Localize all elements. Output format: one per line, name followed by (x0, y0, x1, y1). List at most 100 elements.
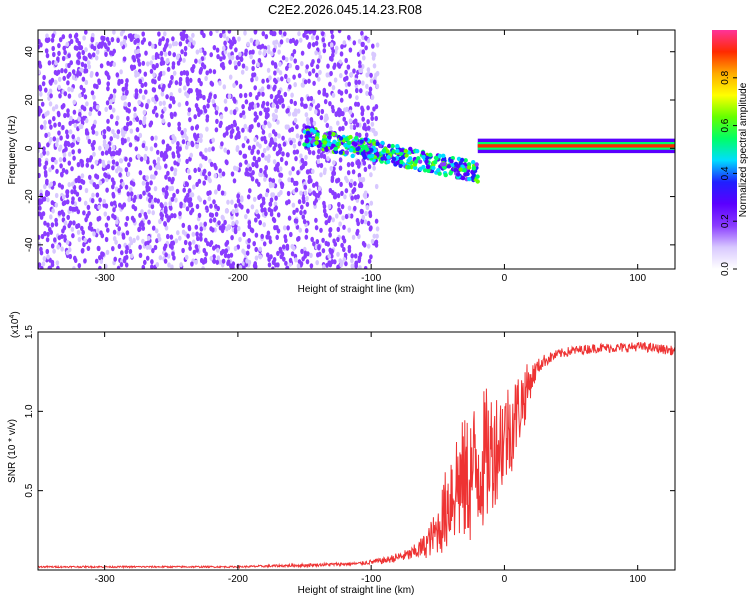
heatmap-cell (318, 190, 322, 196)
heatmap-cell (436, 168, 441, 173)
heatmap-cell (299, 261, 304, 267)
heatmap-cell (187, 111, 191, 117)
heatmap-cell (115, 134, 120, 140)
heatmap-cell (364, 35, 368, 41)
heatmap-cell (271, 266, 275, 269)
heatmap-cell (370, 115, 375, 121)
heatmap-cell (309, 252, 313, 258)
heatmap-cell (299, 210, 303, 216)
heatmap-cell (279, 172, 284, 178)
heatmap-cell (57, 146, 62, 152)
heatmap-cell (471, 160, 476, 165)
heatmap-cell (46, 150, 50, 156)
heatmap-cell (77, 148, 82, 154)
heatmap-cell (357, 255, 362, 261)
heatmap-cell (202, 171, 206, 177)
heatmap-cell (360, 30, 364, 36)
heatmap-cell (133, 49, 138, 55)
heatmap-cell (185, 206, 190, 212)
heatmap-cell (173, 111, 177, 117)
heatmap-cell (365, 90, 369, 96)
heatmap-cell (102, 198, 106, 204)
heatmap-cell (56, 110, 61, 116)
heatmap-cell (155, 62, 159, 69)
heatmap-cell (90, 44, 94, 50)
heatmap-cell (235, 126, 240, 132)
heatmap-cell (251, 170, 255, 176)
heatmap-cell (104, 236, 109, 243)
snr-panel: -300 -200 -100 0 100 0.51.01.5 Height of str… (7, 311, 676, 596)
heatmap-cell (111, 184, 115, 190)
heatmap-cell (63, 49, 67, 56)
heatmap-cell (211, 146, 215, 152)
heatmap-cell (168, 43, 172, 49)
heatmap-cell (110, 37, 115, 43)
heatmap-cell (60, 104, 65, 110)
heatmap-cell (196, 95, 200, 101)
heatmap-cell (363, 137, 368, 142)
heatmap-cell (106, 163, 111, 170)
heatmap-cell (241, 110, 246, 116)
heatmap-cell (273, 142, 278, 148)
heatmap-cell (73, 189, 77, 195)
heatmap-cell (174, 197, 178, 203)
heatmap-cell (273, 70, 277, 76)
heatmap-cell (357, 38, 362, 44)
heatmap-cell (163, 208, 168, 215)
heatmap-cell (348, 118, 353, 124)
heatmap-cell (302, 219, 307, 225)
heatmap-cell (117, 226, 121, 232)
heatmap-cell (284, 260, 288, 266)
heatmap-cell (191, 239, 196, 245)
heatmap-cell (211, 98, 216, 105)
heatmap-cell (81, 76, 86, 82)
heatmap-cell (212, 254, 216, 260)
heatmap-cell (325, 122, 330, 128)
heatmap-cell (355, 95, 359, 101)
heatmap-cell (366, 125, 371, 131)
heatmap-cell (107, 40, 111, 46)
heatmap-cell (231, 209, 236, 215)
heatmap-cell (270, 60, 275, 66)
heatmap-cell (194, 224, 199, 230)
heatmap-cell (103, 211, 108, 217)
heatmap-cell (68, 120, 72, 126)
heatmap-cell (198, 163, 203, 169)
heatmap-cell (38, 108, 43, 114)
heatmap-cell (141, 238, 145, 244)
heatmap-cell (62, 157, 67, 163)
heatmap-cell (285, 243, 290, 249)
heatmap-cell (61, 34, 66, 40)
heatmap-cell (349, 213, 354, 219)
heatmap-cell (354, 135, 359, 141)
heatmap-cell (111, 150, 116, 156)
heatmap-cell (86, 245, 91, 251)
heatmap-cell (117, 243, 122, 249)
heatmap-cell (66, 73, 70, 79)
heatmap-cell (375, 83, 380, 89)
heatmap-cell (188, 77, 193, 83)
heatmap-cell (152, 72, 156, 78)
heatmap-cell (209, 218, 213, 224)
heatmap-cell (107, 126, 111, 132)
heatmap-cell (161, 86, 165, 92)
heatmap-cell (300, 204, 304, 210)
heatmap-cell (38, 148, 41, 154)
heatmap-cell (126, 136, 131, 142)
heatmap-cell (317, 76, 321, 82)
heatmap-cell (40, 101, 45, 107)
heatmap-cell (163, 221, 167, 227)
heatmap-cell (207, 171, 212, 177)
heatmap-cell (194, 58, 198, 64)
heatmap-cell (183, 239, 188, 246)
heatmap-cell (347, 34, 351, 41)
heatmap-cell (91, 52, 96, 58)
heatmap-cell (38, 60, 42, 66)
heatmap-cell (38, 234, 41, 240)
heatmap-cell (398, 151, 404, 157)
heatmap-cell (159, 211, 163, 217)
heatmap-cell (76, 209, 81, 215)
heatmap-cell (133, 106, 137, 112)
heatmap-cell (123, 101, 128, 107)
heatmap-cell (304, 234, 309, 240)
